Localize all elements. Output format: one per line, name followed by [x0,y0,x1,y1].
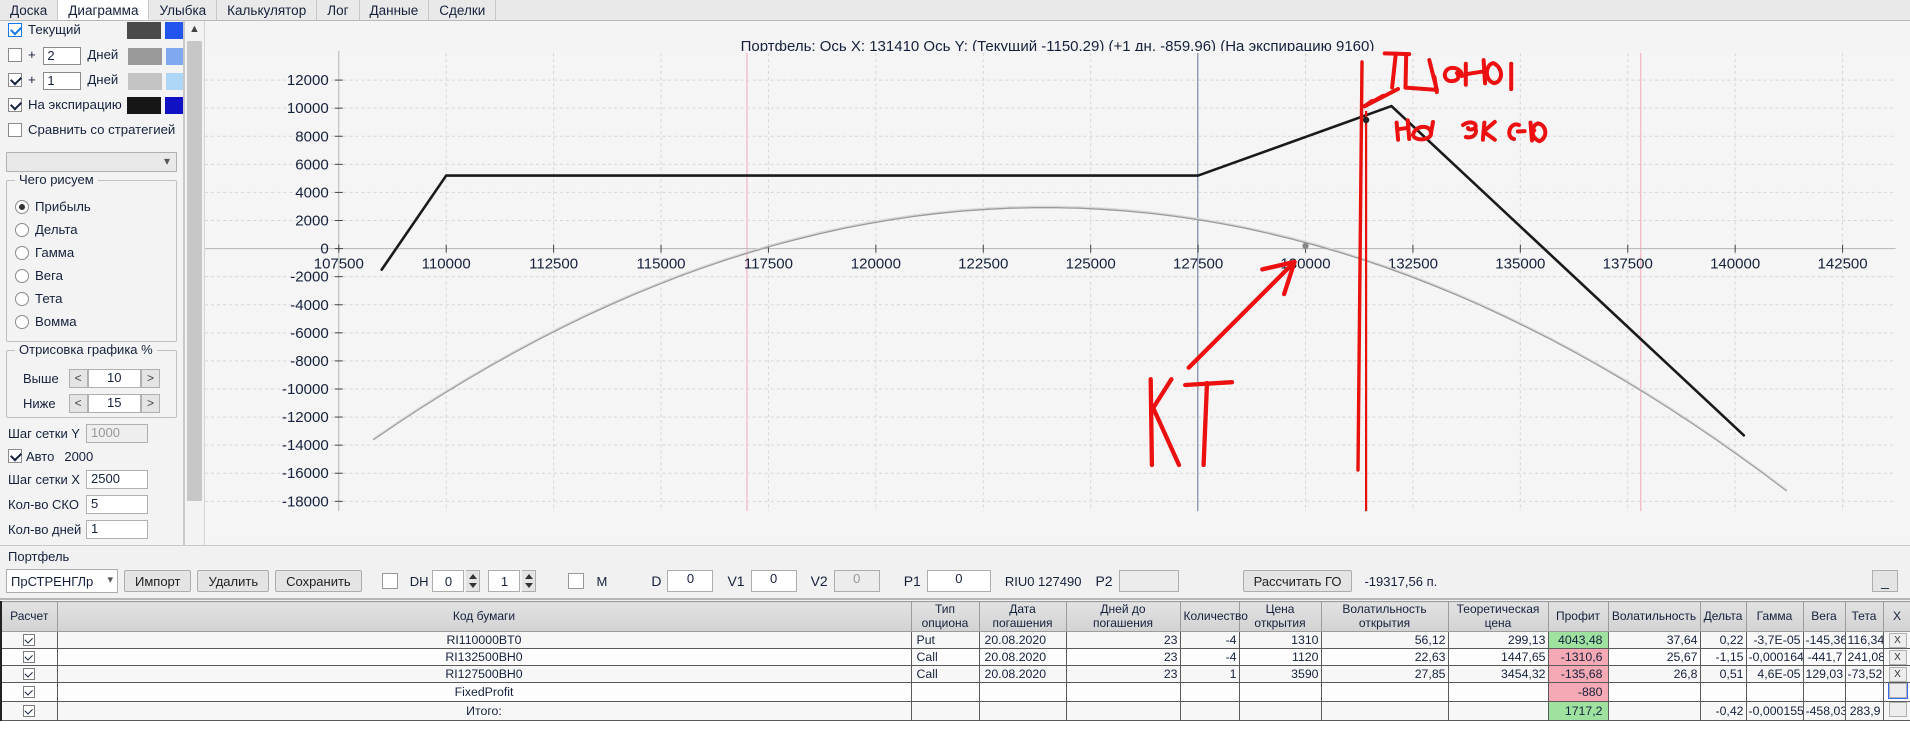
svg-text:0: 0 [320,241,328,258]
svg-text:117500: 117500 [744,256,793,273]
svg-text:8000: 8000 [295,128,328,145]
svg-text:127500: 127500 [1173,256,1223,273]
svg-text:-10000: -10000 [282,381,329,398]
svg-text:110000: 110000 [422,256,471,273]
svg-text:120000: 120000 [851,256,901,273]
svg-text:135000: 135000 [1495,256,1545,273]
svg-text:-12000: -12000 [282,409,329,426]
svg-text:-4000: -4000 [290,297,328,314]
svg-text:2000: 2000 [295,213,328,230]
svg-text:-6000: -6000 [290,325,328,342]
svg-text:12000: 12000 [287,72,329,89]
svg-text:125000: 125000 [1066,256,1116,273]
svg-text:140000: 140000 [1710,256,1760,273]
svg-text:-14000: -14000 [282,437,329,454]
svg-text:6000: 6000 [295,156,328,173]
svg-text:-8000: -8000 [290,353,328,370]
svg-text:137500: 137500 [1603,256,1653,273]
svg-text:130000: 130000 [1280,256,1330,273]
svg-text:-16000: -16000 [282,465,329,482]
svg-text:4000: 4000 [295,184,328,201]
svg-text:115000: 115000 [637,256,686,273]
svg-text:10000: 10000 [287,100,329,117]
svg-text:142500: 142500 [1818,256,1868,273]
svg-text:112500: 112500 [529,256,578,273]
svg-text:-2000: -2000 [290,269,328,286]
svg-text:122500: 122500 [958,256,1008,273]
svg-text:-18000: -18000 [282,493,329,510]
